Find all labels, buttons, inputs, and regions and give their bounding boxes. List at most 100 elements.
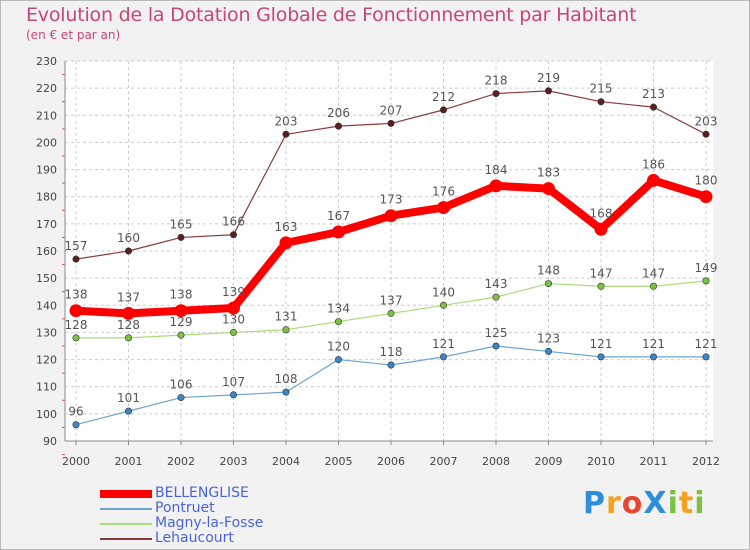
data-point-lehaucourt [230,231,238,239]
logo-letter: P [583,486,606,521]
chart-subtitle: (en € et par an) [26,28,121,42]
x-tick-label: 2006 [377,455,405,468]
data-label-magny-la-fosse: 137 [380,293,403,307]
data-label-pontruet: 106 [170,378,193,392]
data-label-bellenglise: 138 [170,288,193,302]
data-label-magny-la-fosse: 149 [695,261,718,275]
data-point-magny-la-fosse [230,328,238,336]
y-tick-label: 200 [36,136,57,149]
data-label-magny-la-fosse: 134 [327,302,350,316]
y-tick-label: 90 [43,435,57,448]
data-label-magny-la-fosse: 128 [65,318,88,332]
data-point-pontruet [230,391,238,399]
x-tick-label: 2004 [272,455,300,468]
x-tick-label: 2008 [482,455,510,468]
data-point-magny-la-fosse [544,280,552,288]
data-point-lehaucourt [492,90,500,98]
data-label-lehaucourt: 165 [170,217,193,231]
legend-item-lehaucourt: Lehaucourt [100,531,234,546]
data-point-pontruet [439,353,447,361]
data-point-magny-la-fosse [125,334,133,342]
data-label-pontruet: 123 [537,331,560,345]
data-point-pontruet [282,388,290,396]
data-point-magny-la-fosse [702,277,710,285]
legend-item-magny-la-fosse: Magny-la-Fosse [100,516,263,531]
y-tick-label: 150 [36,272,57,285]
x-tick-label: 2001 [115,455,143,468]
data-point-bellenglise [384,209,398,223]
data-label-lehaucourt: 219 [537,71,560,85]
data-point-magny-la-fosse [72,334,80,342]
data-label-bellenglise: 180 [695,174,718,188]
data-label-pontruet: 121 [590,337,613,351]
legend-item-pontruet: Pontruet [100,501,215,516]
data-point-lehaucourt [334,122,342,130]
data-label-magny-la-fosse: 131 [275,310,298,324]
proxiti-logo: ProXiti [583,486,706,521]
y-tick-label: 190 [36,164,57,177]
data-label-lehaucourt: 206 [327,106,350,120]
data-label-bellenglise: 137 [117,290,140,304]
data-point-bellenglise [69,304,83,318]
data-label-lehaucourt: 157 [65,239,88,253]
data-label-pontruet: 96 [68,405,83,419]
x-tick-label: 2007 [430,455,458,468]
data-point-pontruet [649,353,657,361]
x-tick-label: 2000 [62,455,90,468]
data-point-bellenglise [594,222,608,236]
data-point-magny-la-fosse [177,331,185,339]
y-tick-label: 160 [36,245,57,258]
data-point-lehaucourt [177,233,185,241]
data-point-pontruet [492,342,500,350]
data-point-bellenglise [279,236,293,250]
data-label-bellenglise: 139 [222,285,245,299]
x-tick-label: 2009 [535,455,563,468]
data-label-magny-la-fosse: 143 [485,277,508,291]
data-label-magny-la-fosse: 147 [590,266,613,280]
data-point-bellenglise [227,301,240,315]
logo-letter: X [643,486,668,521]
data-point-pontruet [387,361,395,369]
data-label-magny-la-fosse: 128 [117,318,140,332]
data-point-pontruet [125,407,133,415]
data-point-pontruet [177,394,185,402]
data-label-lehaucourt: 215 [590,82,613,96]
data-label-lehaucourt: 203 [275,114,298,128]
data-label-bellenglise: 163 [275,220,298,234]
data-label-lehaucourt: 203 [695,114,718,128]
data-point-magny-la-fosse [282,326,290,334]
data-point-bellenglise [174,304,188,318]
data-point-lehaucourt [544,87,552,95]
data-label-pontruet: 118 [380,345,403,359]
data-label-magny-la-fosse: 148 [537,264,560,278]
data-label-magny-la-fosse: 129 [170,315,193,329]
y-tick-label: 110 [36,381,57,394]
legend-label-bellenglise: BELLENGLISE [155,485,249,501]
data-label-bellenglise: 176 [432,185,455,199]
data-point-bellenglise [489,179,503,193]
x-tick-label: 2003 [220,455,248,468]
legend-swatch-pontruet [100,507,152,510]
data-label-lehaucourt: 207 [380,103,403,117]
chart-title: Evolution de la Dotation Globale de Fonc… [26,4,637,26]
x-tick-label: 2012 [692,455,720,468]
x-tick-label: 2002 [167,455,195,468]
y-tick-label: 230 [36,55,57,68]
data-point-pontruet [72,421,80,429]
y-tick-label: 120 [36,354,57,367]
x-tick-label: 2005 [325,455,353,468]
data-label-magny-la-fosse: 140 [432,285,455,299]
data-point-bellenglise [122,306,135,320]
data-label-pontruet: 107 [222,375,245,389]
data-point-bellenglise [437,201,450,215]
legend-item-bellenglise: BELLENGLISE [100,486,249,501]
data-point-pontruet [544,347,552,355]
legend-swatch-magny-la-fosse [100,522,152,525]
data-label-magny-la-fosse: 130 [222,312,245,326]
data-point-lehaucourt [125,247,133,255]
y-tick-label: 220 [36,82,57,95]
data-label-lehaucourt: 218 [485,74,508,88]
x-tick-label: 2011 [640,455,668,468]
y-tick-label: 100 [36,408,57,421]
